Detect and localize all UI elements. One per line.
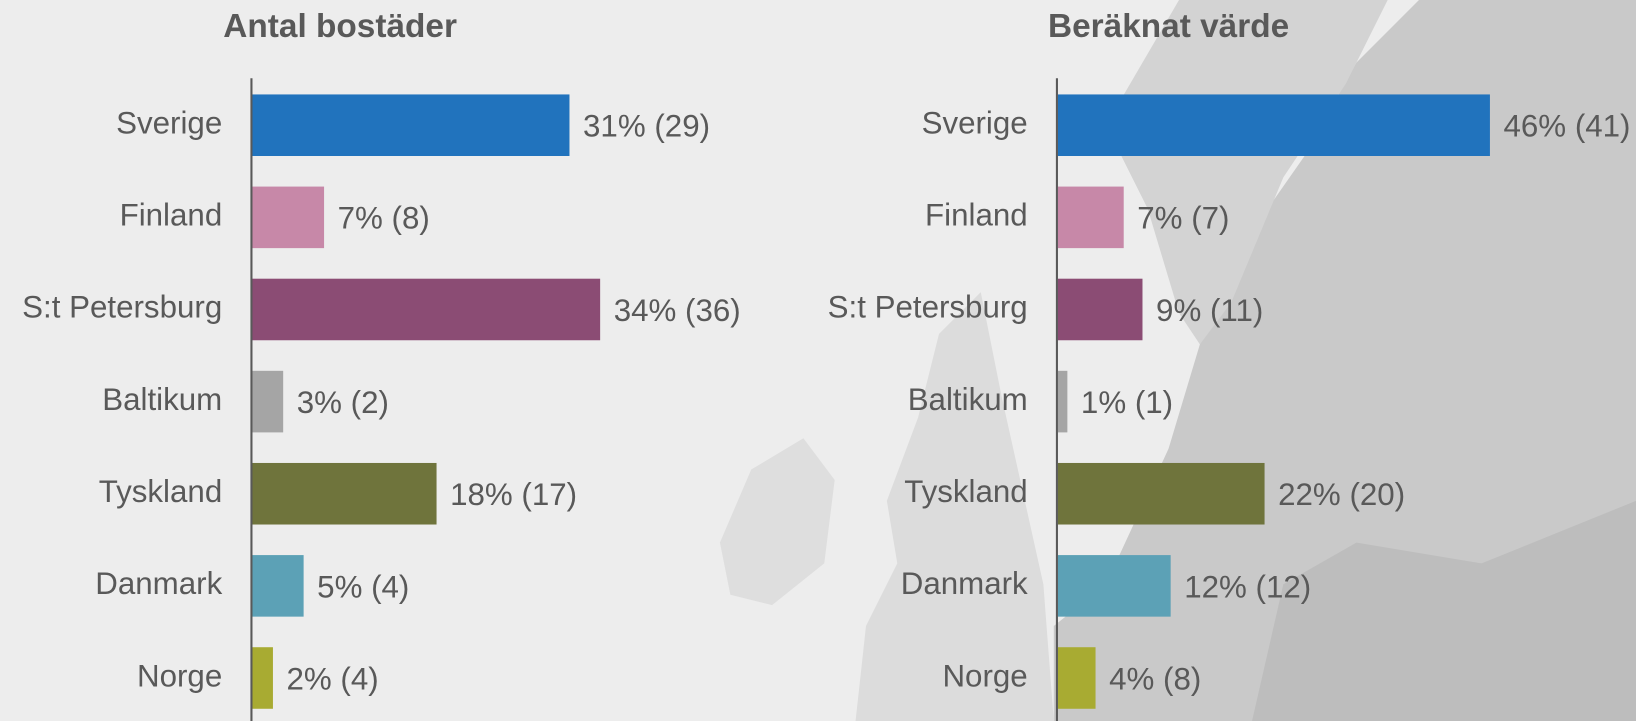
category-label: Danmark	[901, 566, 1028, 601]
bar	[1057, 647, 1096, 709]
category-label: S:t Petersburg	[22, 290, 222, 325]
bar	[252, 94, 570, 156]
category-label: Norge	[137, 658, 222, 693]
bar	[252, 186, 325, 249]
bar	[1057, 94, 1490, 156]
category-label: Baltikum	[102, 382, 222, 417]
category-label: Norge	[942, 658, 1027, 693]
category-label: Tyskland	[99, 474, 223, 509]
value-label: 12% (12)	[1184, 569, 1311, 604]
bar	[252, 370, 284, 433]
bar	[1057, 278, 1143, 341]
category-label: Sverige	[116, 105, 222, 140]
bar	[252, 555, 304, 617]
category-label: Sverige	[922, 105, 1028, 140]
value-label: 34% (36)	[614, 293, 741, 328]
chart-title: Beräknat värde	[1048, 8, 1289, 45]
value-label: 1% (1)	[1081, 385, 1173, 420]
value-label: 2% (4)	[287, 661, 379, 696]
category-label: Baltikum	[908, 382, 1028, 417]
value-label: 3% (2)	[297, 385, 389, 420]
value-label: 7% (8)	[338, 201, 430, 236]
bar	[1057, 370, 1068, 433]
value-label: 9% (11)	[1156, 293, 1263, 328]
value-label: 18% (17)	[450, 477, 577, 512]
map-background	[719, 0, 1636, 721]
bar	[252, 647, 273, 709]
bar	[1057, 555, 1171, 617]
bar	[1057, 462, 1265, 525]
category-label: Finland	[120, 198, 223, 233]
bar	[252, 278, 601, 341]
bar	[1057, 186, 1124, 249]
value-label: 5% (4)	[317, 569, 409, 604]
bar	[252, 462, 437, 525]
category-label: Danmark	[95, 566, 222, 601]
value-label: 4% (8)	[1109, 661, 1201, 696]
category-label: Tyskland	[904, 474, 1028, 509]
category-label: Finland	[925, 198, 1028, 233]
chart-title: Antal bostäder	[223, 8, 457, 45]
value-label: 46% (41)	[1503, 109, 1630, 144]
value-label: 31% (29)	[583, 109, 710, 144]
value-label: 22% (20)	[1278, 477, 1405, 512]
value-label: 7% (7)	[1137, 201, 1229, 236]
category-label: S:t Petersburg	[828, 290, 1028, 325]
